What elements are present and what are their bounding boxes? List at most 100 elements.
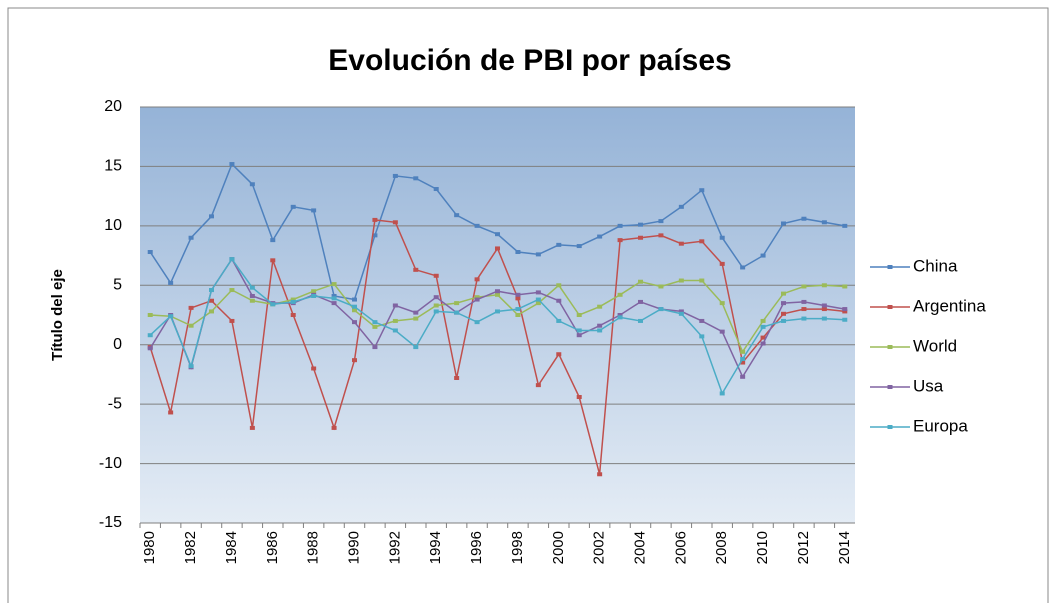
point-marker [495, 289, 500, 294]
point-marker [617, 238, 623, 243]
point-marker [290, 299, 296, 304]
point-marker [209, 288, 214, 293]
point-marker [760, 341, 766, 346]
point-marker [331, 296, 337, 301]
point-marker [229, 318, 235, 323]
point-marker [147, 333, 153, 338]
point-marker [352, 304, 357, 309]
point-marker [678, 204, 684, 209]
y-tick-label: 15 [104, 158, 122, 175]
point-marker [454, 310, 460, 315]
point-marker [535, 252, 541, 257]
point-marker [290, 313, 296, 317]
x-tick-label: 1988 [305, 531, 322, 564]
legend-label: Usa [913, 376, 944, 395]
legend-marker [887, 345, 893, 349]
point-marker [392, 328, 398, 333]
point-marker [760, 253, 766, 258]
point-marker [535, 383, 541, 388]
point-marker [331, 301, 337, 306]
point-marker [740, 349, 746, 354]
point-marker [372, 345, 378, 350]
point-marker [699, 239, 705, 244]
point-marker [699, 334, 705, 339]
point-marker [781, 221, 786, 226]
point-marker [781, 318, 786, 323]
legend-label: China [913, 256, 958, 275]
y-axis-title: Título del eje [49, 269, 66, 361]
point-marker [821, 316, 827, 321]
point-marker [147, 346, 153, 351]
point-marker [392, 220, 398, 225]
point-marker [535, 290, 541, 295]
point-marker [658, 307, 664, 312]
point-marker [188, 364, 194, 369]
point-marker [821, 307, 827, 312]
point-marker [760, 324, 766, 329]
legend-marker [887, 265, 893, 269]
point-marker [413, 176, 419, 181]
point-marker [719, 261, 725, 266]
point-marker [249, 293, 255, 298]
point-marker [352, 320, 357, 325]
point-marker [413, 267, 419, 272]
point-marker [617, 292, 623, 297]
point-marker [760, 335, 766, 340]
point-marker [413, 310, 419, 315]
x-tick-label: 2012 [795, 531, 812, 564]
point-marker [597, 328, 603, 333]
point-marker [821, 283, 827, 288]
point-marker [270, 258, 276, 263]
point-marker [188, 305, 194, 310]
point-marker [311, 293, 317, 298]
point-marker [740, 360, 746, 365]
point-marker [474, 297, 480, 302]
point-marker [209, 309, 214, 314]
point-marker [678, 241, 684, 246]
point-marker [147, 250, 153, 255]
point-marker [801, 284, 807, 289]
point-marker [372, 217, 378, 222]
point-marker [638, 318, 643, 323]
point-marker [372, 233, 378, 238]
point-marker [658, 219, 664, 224]
point-marker [638, 235, 643, 240]
point-marker [433, 295, 439, 300]
point-marker [556, 298, 562, 303]
point-marker [290, 297, 296, 302]
point-marker [495, 309, 500, 314]
point-marker [617, 223, 623, 228]
point-marker [474, 223, 480, 228]
point-marker [413, 345, 419, 350]
x-tick-label: 1982 [182, 531, 199, 564]
point-marker [801, 307, 807, 312]
x-tick-label: 1996 [468, 531, 485, 564]
point-marker [229, 162, 235, 167]
point-marker [168, 280, 174, 285]
point-marker [597, 472, 603, 477]
point-marker [270, 238, 276, 243]
point-marker [249, 298, 255, 303]
point-marker [576, 333, 582, 338]
point-marker [147, 313, 153, 317]
y-tick-label: -15 [99, 514, 122, 531]
point-marker [781, 301, 786, 306]
point-marker [209, 214, 214, 219]
x-tick-label: 2008 [713, 531, 730, 564]
point-marker [801, 216, 807, 221]
point-marker [474, 295, 480, 300]
point-marker [515, 292, 521, 297]
point-marker [474, 320, 480, 325]
point-marker [719, 301, 725, 306]
point-marker [576, 395, 582, 400]
point-marker [495, 232, 500, 237]
point-marker [597, 234, 603, 239]
plot-area [140, 107, 855, 523]
point-marker [168, 410, 174, 415]
point-marker [740, 374, 746, 379]
legend-label: Europa [913, 416, 968, 435]
x-tick-label: 2004 [631, 531, 648, 564]
point-marker [576, 244, 582, 249]
y-tick-label: 10 [104, 217, 122, 234]
